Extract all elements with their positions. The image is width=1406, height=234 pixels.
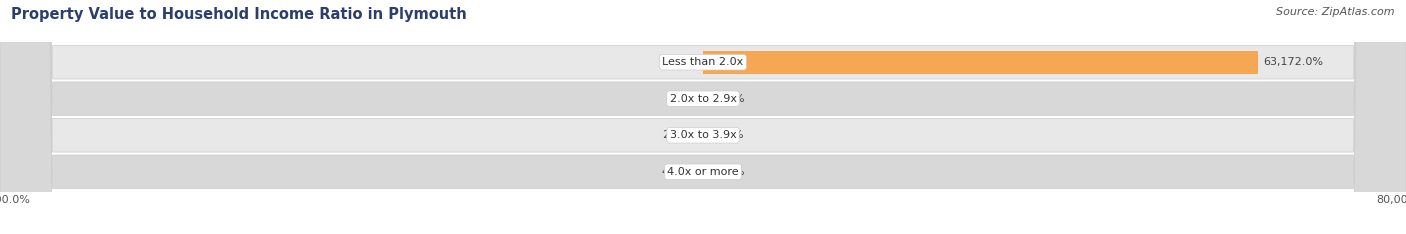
Text: 8.1%: 8.1% — [669, 94, 697, 104]
Text: 23.1%: 23.1% — [662, 57, 697, 67]
Text: 17.7%: 17.7% — [709, 130, 744, 140]
Text: 2.0x to 2.9x: 2.0x to 2.9x — [669, 94, 737, 104]
Text: Source: ZipAtlas.com: Source: ZipAtlas.com — [1277, 7, 1395, 17]
Bar — [703, 51, 1258, 73]
Text: 63,172.0%: 63,172.0% — [1264, 57, 1323, 67]
Text: 40.6%: 40.6% — [662, 167, 697, 177]
Text: Less than 2.0x: Less than 2.0x — [662, 57, 744, 67]
Text: 29.0%: 29.0% — [709, 167, 744, 177]
Text: 4.0x or more: 4.0x or more — [668, 167, 738, 177]
Text: 20.0%: 20.0% — [662, 130, 697, 140]
Text: 3.0x to 3.9x: 3.0x to 3.9x — [669, 130, 737, 140]
Text: 23.7%: 23.7% — [709, 94, 744, 104]
Text: Property Value to Household Income Ratio in Plymouth: Property Value to Household Income Ratio… — [11, 7, 467, 22]
